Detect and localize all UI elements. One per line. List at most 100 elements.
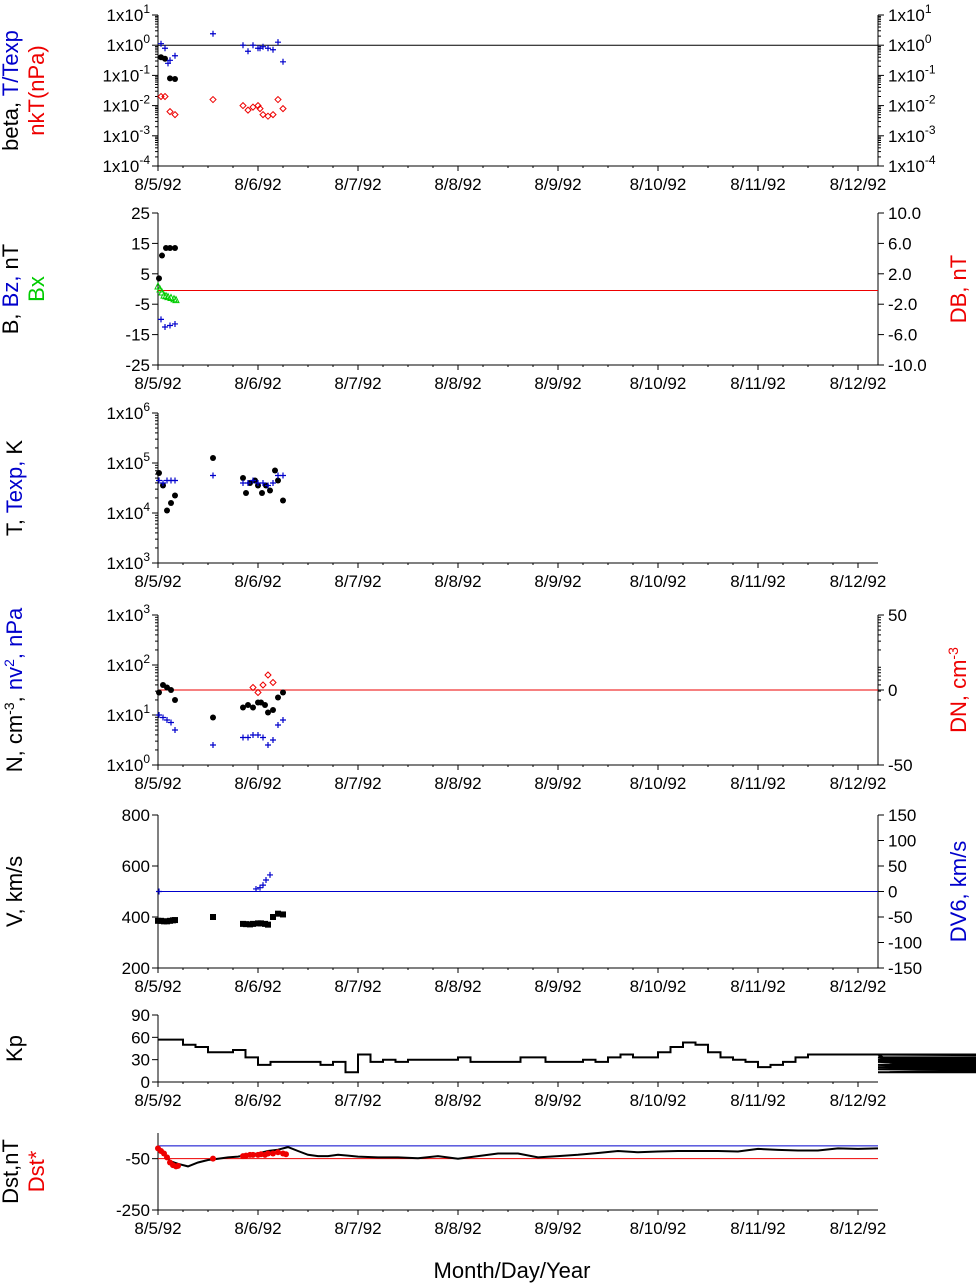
- x-tick-label: 8/6/92: [234, 374, 281, 393]
- y-right-tick-label: 2.0: [888, 265, 912, 284]
- y-right-tick-label: -100: [888, 934, 922, 953]
- data-point: [168, 500, 174, 506]
- data-point: [240, 704, 246, 711]
- x-tick-label: 8/12/92: [830, 1091, 887, 1110]
- x-tick-label: 8/12/92: [830, 1219, 887, 1238]
- data-point: [254, 101, 262, 110]
- panel-n: 8/5/92 8/6/92 8/7/92 8/8/92 8/9/92 8/10/92 8/1…: [1, 602, 971, 793]
- data-point: [260, 734, 266, 741]
- x-tick-label: 8/11/92: [730, 1091, 785, 1110]
- data-point: [250, 477, 256, 484]
- data-point: [156, 689, 162, 696]
- data-point: [275, 910, 281, 917]
- y-right-tick-label: 1x10-1: [888, 62, 936, 85]
- data-point: [172, 727, 178, 733]
- data-point: [272, 467, 278, 474]
- y-right-tick-label: 0: [888, 883, 897, 902]
- data-point: [156, 275, 162, 282]
- y-tick-label: 1x10-3: [102, 123, 150, 146]
- y-tick-label: 0: [141, 1073, 150, 1092]
- y-right-tick-label: 100: [888, 832, 916, 851]
- data-point: [244, 106, 252, 114]
- data-point: [280, 472, 286, 479]
- y-tick-label: -5: [135, 295, 150, 314]
- data-point: [269, 110, 277, 119]
- data-point: [260, 882, 266, 889]
- data-point: [158, 316, 164, 323]
- x-tick-label: 8/9/92: [534, 977, 581, 996]
- x-tick-label: 8/10/92: [630, 572, 687, 591]
- y-tick-label: 1x101: [106, 2, 150, 25]
- data-point: [164, 507, 170, 514]
- data-point: [280, 58, 286, 65]
- x-tick-label: 8/7/92: [334, 977, 381, 996]
- data-point: [156, 470, 162, 476]
- x-tick-label: 8/12/92: [830, 977, 887, 996]
- data-point: [253, 885, 259, 892]
- y-tick-label: 400: [122, 908, 150, 927]
- y-right-tick-label: 6.0: [888, 234, 912, 253]
- data-point: [270, 1150, 276, 1157]
- x-tick-label: 8/6/92: [234, 175, 281, 194]
- y-axis-label: N, cm-3, nv2, nPa: [1, 607, 27, 772]
- y-right-tick-label: 1x10-3: [888, 123, 936, 146]
- data-point: [162, 324, 168, 330]
- y-right-tick-label: 0: [888, 681, 897, 700]
- y-right-tick-label: 1x100: [888, 32, 932, 55]
- data-point: [269, 678, 277, 687]
- data-point: [280, 689, 286, 696]
- y-right-tick-label: -50: [888, 756, 913, 775]
- data-point: [259, 110, 267, 119]
- y-tick-label: 1x100: [106, 32, 150, 55]
- x-tick-label: 8/8/92: [434, 175, 481, 194]
- data-point: [275, 477, 281, 484]
- y-right-tick-label: 50: [888, 606, 907, 625]
- data-point: [160, 480, 166, 486]
- x-tick-label: 8/9/92: [534, 572, 581, 591]
- data-point: [158, 40, 164, 47]
- x-tick-label: 8/12/92: [830, 572, 887, 591]
- data-point: [164, 1154, 170, 1161]
- x-tick-label: 8/6/92: [234, 572, 281, 591]
- data-point: [250, 704, 256, 711]
- data-point: [265, 45, 271, 52]
- series-line: [157, 1146, 879, 1168]
- data-point: [172, 295, 180, 304]
- data-point: [275, 39, 281, 46]
- x-axis-title: Month/Day/Year: [434, 1258, 591, 1283]
- data-point: [279, 104, 287, 113]
- y-right-tick-label: 1x10-4: [888, 153, 936, 176]
- data-point: [264, 671, 272, 679]
- data-point: [210, 472, 216, 479]
- data-point: [172, 477, 178, 484]
- y-right-tick-label: -50: [888, 908, 913, 927]
- y-right-tick-label: -6.0: [888, 326, 917, 345]
- x-tick-label: 8/11/92: [730, 977, 785, 996]
- data-point: [249, 683, 257, 692]
- x-tick-label: 8/11/92: [730, 374, 785, 393]
- data-point: [157, 92, 165, 101]
- x-tick-label: 8/5/92: [134, 1219, 181, 1238]
- data-point: [275, 722, 281, 728]
- data-point: [167, 293, 175, 302]
- data-point: [240, 475, 246, 481]
- y-tick-label: -250: [116, 1201, 150, 1220]
- data-point: [262, 702, 268, 708]
- data-point: [162, 55, 168, 62]
- x-tick-label: 8/8/92: [434, 774, 481, 793]
- y-tick-label: 1x103: [106, 550, 150, 573]
- data-point: [245, 702, 251, 708]
- data-point: [275, 694, 281, 701]
- x-tick-label: 8/5/92: [134, 374, 181, 393]
- data-point: [209, 95, 217, 104]
- data-point: [250, 920, 256, 927]
- data-point: [283, 1151, 289, 1158]
- data-point: [172, 76, 178, 83]
- data-point: [210, 742, 216, 748]
- data-point: [267, 871, 273, 878]
- y-tick-label: 1x10-4: [102, 153, 150, 176]
- x-tick-label: 8/7/92: [334, 1219, 381, 1238]
- data-point: [259, 490, 265, 496]
- x-tick-label: 8/7/92: [334, 774, 381, 793]
